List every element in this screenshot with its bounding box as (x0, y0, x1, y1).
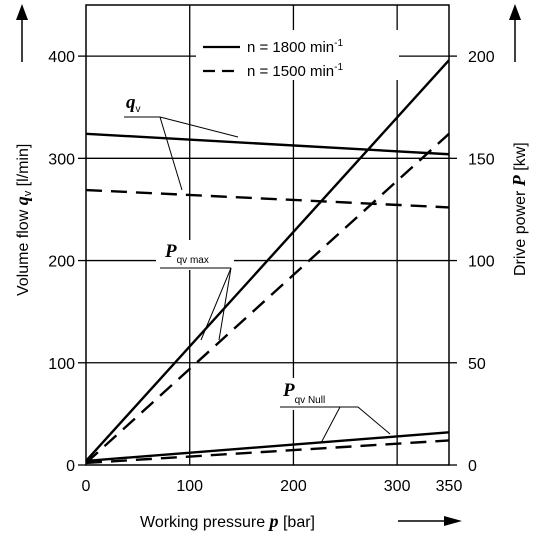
annotation-pqvnull-leader-1 (320, 406, 341, 444)
annotation-pqvmax-leader-1 (200, 267, 232, 341)
x-axis-title-text: Working pressure (140, 514, 270, 531)
x-arrowhead (444, 516, 462, 526)
y-left-axis-title-sub: v (22, 190, 34, 196)
y-right-axis-title-symbol: P (509, 174, 529, 187)
y-right-arrowhead (509, 4, 521, 20)
y-left-axis-title-unit: [l/min] (15, 144, 32, 191)
y-left-tick-label-4: 400 (48, 49, 75, 66)
y-left-axis-title-text: Volume flow (15, 205, 32, 296)
annotation-qv-leader-1 (159, 116, 239, 138)
y-left-tick-label-1: 100 (48, 356, 75, 373)
annotation-qv-leader-2 (159, 116, 183, 191)
annotation-qv-symbol: q (126, 92, 136, 113)
y-right-tick-label-1: 50 (468, 356, 486, 373)
annotation-pqvnull-label: Pqv Null (282, 380, 325, 406)
annotation-pqvnull-bg (275, 378, 363, 410)
y-left-arrowhead (16, 4, 28, 20)
x-axis-title: Working pressure p [bar] (140, 511, 315, 531)
legend-label-dashed-text: n = 1500 min (247, 63, 334, 80)
series-line-5 (85, 439, 450, 465)
annotation-pqvmax: Pqv max (156, 240, 234, 341)
annotation-pqvnull: Pqv Null (275, 378, 391, 444)
y-right-axis-title-unit: [kw] (512, 142, 529, 175)
annotation-pqvmax-leader-2 (218, 267, 232, 341)
series-group (85, 59, 450, 465)
tick-labels: 0 100 200 300 350 0 100 200 300 400 0 50 100 150 200 (48, 49, 495, 495)
y-left-axis-title-symbol: q (12, 196, 32, 205)
annotation-pqvnull-symbol: P (282, 380, 295, 401)
y-left-tick-label-2: 200 (48, 254, 75, 271)
annotation-qv-bg (120, 88, 162, 118)
y-left-tick-label-0: 0 (66, 458, 75, 475)
y-right-tick-label-4: 200 (468, 49, 495, 66)
annotation-pqvmax-symbol: P (164, 241, 177, 262)
annotation-pqvnull-leader-2 (357, 406, 391, 435)
y-right-tick-label-0: 0 (468, 458, 477, 475)
x-tick-label-0: 0 (82, 478, 91, 495)
y-right-axis-title-text: Drive power (512, 186, 529, 276)
plot-frame (85, 4, 450, 466)
legend: n = 1800 min-1 n = 1500 min-1 (196, 30, 399, 80)
y-right-tick-label-2: 100 (468, 254, 495, 271)
x-tick-label-4: 350 (436, 478, 463, 495)
y-left-axis-title: Volume flow qv [l/min] (12, 144, 34, 296)
annotation-pqvmax-label: Pqv max (164, 241, 209, 266)
x-axis-title-symbol: p (268, 511, 279, 531)
y-left-tick-label-3: 300 (48, 151, 75, 168)
series-line-2 (85, 59, 450, 462)
x-axis-title-unit: [bar] (279, 514, 315, 531)
annotation-pqvmax-bg (156, 240, 234, 270)
legend-label-dashed: n = 1500 min-1 (247, 62, 343, 80)
legend-label-solid: n = 1800 min-1 (247, 38, 343, 56)
series-line-3 (85, 132, 450, 464)
annotation-qv: qv (120, 88, 239, 191)
series-line-1 (85, 188, 450, 209)
series-line-4 (85, 431, 450, 463)
annotation-pqvmax-sub: qv max (177, 255, 209, 266)
annotation-pqvnull-sub: qv Null (295, 395, 326, 406)
series-line-0 (85, 132, 450, 156)
legend-label-dashed-sup: -1 (334, 62, 343, 73)
x-tick-label-2: 200 (280, 478, 307, 495)
y-right-tick-label-3: 150 (468, 151, 495, 168)
annotation-qv-label: qv (126, 92, 141, 115)
legend-label-solid-text: n = 1800 min (247, 39, 334, 56)
x-tick-label-1: 100 (176, 478, 203, 495)
legend-label-solid-sup: -1 (334, 38, 343, 49)
x-tick-label-3: 300 (384, 478, 411, 495)
y-right-axis-title: Drive power P [kw] (509, 142, 529, 276)
annotation-qv-sub: v (136, 104, 141, 115)
